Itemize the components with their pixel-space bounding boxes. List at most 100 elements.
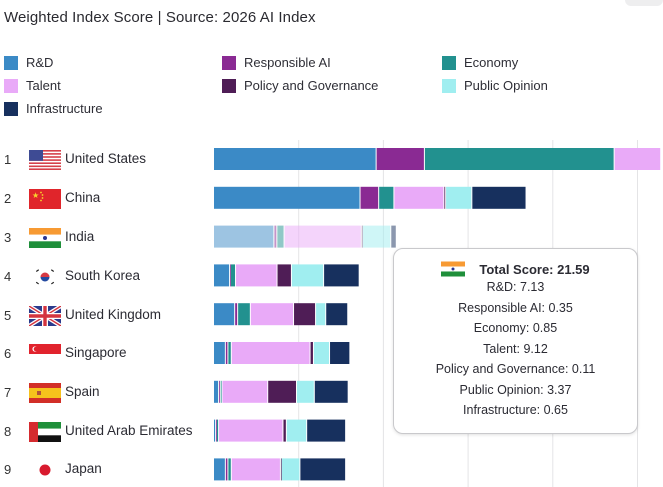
bar-segment-china-talent[interactable] xyxy=(394,186,444,209)
bar-segment-singapore-policy-and-governance[interactable] xyxy=(310,342,313,364)
legend-label: R&D xyxy=(26,55,54,70)
bar-segment-india-infrastructure[interactable] xyxy=(391,225,396,248)
bar-segment-united-states-talent[interactable] xyxy=(614,148,661,170)
bar-segment-india-rnd[interactable] xyxy=(214,225,274,248)
tooltip: Total Score: 21.59 R&D: 7.13 Responsible… xyxy=(393,248,638,434)
bar-segment-united-kingdom-responsible-ai[interactable] xyxy=(235,303,238,326)
country-label: Singapore xyxy=(65,345,127,360)
china-flag-icon: ★ xyxy=(29,189,61,209)
bar-segment-spain-responsible-ai[interactable] xyxy=(219,380,220,403)
rank-label: 5 xyxy=(4,308,12,323)
tooltip-line-economy: Economy: 0.85 xyxy=(473,321,558,335)
bar-segment-spain-rnd[interactable] xyxy=(214,380,219,403)
bar-segment-japan-policy-and-governance[interactable] xyxy=(280,458,282,481)
legend-item-policy-governance[interactable]: Policy and Governance xyxy=(222,78,378,93)
bar-segment-south-korea-responsible-ai[interactable] xyxy=(230,264,231,287)
legend-label: Responsible AI xyxy=(244,55,331,70)
row-china[interactable]: 2 ★ China xyxy=(0,185,663,213)
bar-segment-china-responsible-ai[interactable] xyxy=(360,186,379,209)
bar-segment-india-public-opinion[interactable] xyxy=(362,225,391,248)
row-india[interactable]: 3 India xyxy=(0,224,663,252)
row-south-korea[interactable]: 4 South Korea xyxy=(0,263,663,291)
row-singapore[interactable]: 6 Singapore xyxy=(0,340,663,368)
bar-segment-spain-talent[interactable] xyxy=(222,380,268,403)
bar-segment-china-policy-and-governance[interactable] xyxy=(444,186,446,209)
legend-swatch xyxy=(222,55,236,70)
bar-segment-india-responsible-ai[interactable] xyxy=(274,225,277,248)
legend-item-responsible-ai[interactable]: Responsible AI xyxy=(222,55,331,70)
bar-segment-singapore-rnd[interactable] xyxy=(214,342,225,364)
bar-segment-united-arab-emirates-rnd[interactable] xyxy=(214,419,216,442)
row-japan[interactable]: 9 Japan xyxy=(0,456,663,484)
legend-item-public-opinion[interactable]: Public Opinion xyxy=(442,78,548,93)
bar-segment-united-kingdom-infrastructure[interactable] xyxy=(326,303,348,326)
bar-segment-united-arab-emirates-responsible-ai[interactable] xyxy=(216,419,217,442)
bar-segment-united-kingdom-rnd[interactable] xyxy=(214,303,235,326)
legend-swatch xyxy=(442,78,456,93)
legend-item-rnd[interactable]: R&D xyxy=(4,55,53,70)
bar-segment-china-public-opinion[interactable] xyxy=(446,186,472,209)
tooltip-total-score: Total Score: 21.59 xyxy=(479,261,590,277)
bar-segment-united-states-economy[interactable] xyxy=(424,148,614,170)
legend-item-infrastructure[interactable]: Infrastructure xyxy=(4,101,103,116)
bar-segment-united-kingdom-policy-and-governance[interactable] xyxy=(294,303,316,326)
bar-segment-united-arab-emirates-policy-and-governance[interactable] xyxy=(283,419,286,442)
bar-segment-south-korea-policy-and-governance[interactable] xyxy=(277,264,291,287)
row-united-arab-emirates[interactable]: 8 United Arab Emirates xyxy=(0,418,663,446)
rank-label: 1 xyxy=(4,152,12,167)
legend-swatch xyxy=(4,55,18,70)
legend-label: Talent xyxy=(26,78,61,93)
bar-segment-south-korea-rnd[interactable] xyxy=(214,264,230,287)
bar-segment-china-rnd[interactable] xyxy=(214,186,360,209)
bar-segment-united-kingdom-talent[interactable] xyxy=(250,303,294,326)
rank-label: 8 xyxy=(4,424,12,439)
bar-segment-spain-economy[interactable] xyxy=(220,380,222,403)
menu-button[interactable] xyxy=(625,0,663,6)
bars xyxy=(214,148,661,481)
bar-segment-india-policy-and-governance[interactable] xyxy=(361,225,363,248)
bar-segment-japan-talent[interactable] xyxy=(231,458,280,481)
bar-segment-china-infrastructure[interactable] xyxy=(472,186,526,209)
bar-segment-india-economy[interactable] xyxy=(277,225,284,248)
bar-segment-japan-economy[interactable] xyxy=(228,458,231,481)
bar-segment-spain-policy-and-governance[interactable] xyxy=(268,380,297,403)
bar-segment-singapore-responsible-ai[interactable] xyxy=(225,342,228,364)
tooltip-line-responsible-ai: Responsible AI: 0.35 xyxy=(458,300,573,315)
bar-segment-india-talent[interactable] xyxy=(284,225,361,248)
legend-item-economy[interactable]: Economy xyxy=(442,55,518,70)
bar-segment-china-economy[interactable] xyxy=(379,186,394,209)
country-label: South Korea xyxy=(65,268,141,283)
bar-segment-japan-rnd[interactable] xyxy=(214,458,225,481)
bar-segment-south-korea-infrastructure[interactable] xyxy=(324,264,359,287)
row-united-states[interactable]: 1 United States xyxy=(0,146,663,174)
bar-segment-singapore-economy[interactable] xyxy=(228,342,231,364)
bar-segment-united-arab-emirates-infrastructure[interactable] xyxy=(307,419,346,442)
bar-segment-south-korea-public-opinion[interactable] xyxy=(291,264,324,287)
bar-segment-singapore-infrastructure[interactable] xyxy=(330,342,350,364)
bar-segment-united-arab-emirates-public-opinion[interactable] xyxy=(286,419,307,442)
bar-segment-singapore-talent[interactable] xyxy=(231,342,310,364)
rank-label: 7 xyxy=(4,385,12,400)
bar-segment-united-states-rnd[interactable] xyxy=(214,148,376,170)
row-united-kingdom[interactable]: 5 United Kingdom xyxy=(0,302,663,330)
bar-segment-united-kingdom-public-opinion[interactable] xyxy=(316,303,326,326)
bar-segment-singapore-public-opinion[interactable] xyxy=(313,342,330,364)
row-spain[interactable]: 7 Spain xyxy=(0,379,663,407)
bar-segment-united-kingdom-economy[interactable] xyxy=(238,303,250,326)
legend-item-talent[interactable]: Talent xyxy=(4,78,61,93)
bar-segment-japan-infrastructure[interactable] xyxy=(300,458,346,481)
india-flag-icon xyxy=(441,261,466,277)
bar-segment-united-states-responsible-ai[interactable] xyxy=(376,148,424,170)
country-label: United Kingdom xyxy=(65,307,162,322)
south-korea-flag-icon xyxy=(29,267,61,287)
bar-segment-united-arab-emirates-economy[interactable] xyxy=(216,419,219,442)
tooltip-line-public-opinion: Public Opinion: 3.37 xyxy=(459,382,572,397)
bar-segment-japan-responsible-ai[interactable] xyxy=(225,458,228,481)
bar-segment-south-korea-talent[interactable] xyxy=(236,264,277,287)
bar-segment-japan-public-opinion[interactable] xyxy=(281,458,300,481)
bar-segment-united-arab-emirates-talent[interactable] xyxy=(219,419,283,442)
singapore-flag-icon xyxy=(29,344,61,364)
bar-segment-spain-infrastructure[interactable] xyxy=(314,380,348,403)
bar-segment-spain-public-opinion[interactable] xyxy=(297,380,314,403)
bar-segment-south-korea-economy[interactable] xyxy=(230,264,236,287)
